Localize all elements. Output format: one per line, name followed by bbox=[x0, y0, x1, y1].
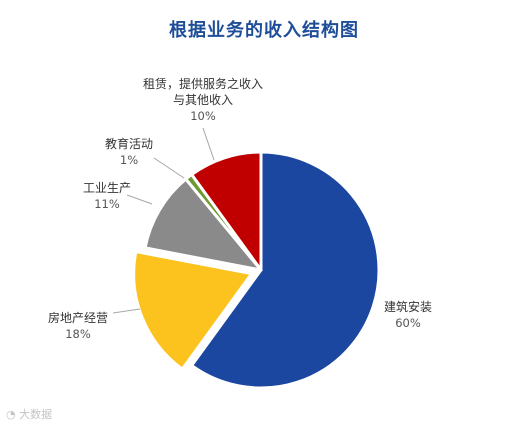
slice-percent-4: 10% bbox=[190, 109, 216, 123]
slice-label-2: 工业生产 bbox=[83, 181, 131, 195]
slice-label-0: 建筑安装 bbox=[384, 299, 432, 314]
slice-label-3: 教育活动 bbox=[105, 136, 153, 151]
slice-percent-2: 11% bbox=[94, 197, 120, 211]
slice-label-1: 房地产经营 bbox=[48, 310, 108, 325]
leader-line-2 bbox=[127, 195, 152, 204]
watermark-text: 大数据 bbox=[19, 408, 52, 421]
slice-label-4-line-1: 与其他收入 bbox=[173, 93, 233, 107]
slice-percent-3: 1% bbox=[120, 153, 138, 167]
slice-percent-0: 60% bbox=[395, 316, 421, 330]
leader-line-1 bbox=[113, 309, 140, 313]
slice-label-4-line-0: 租赁，提供服务之收入 bbox=[143, 76, 263, 91]
slice-percent-1: 18% bbox=[65, 327, 91, 341]
leader-line-4 bbox=[203, 128, 214, 160]
leader-line-3 bbox=[154, 158, 184, 178]
logo-icon: ◔ bbox=[6, 408, 16, 421]
watermark: ◔ 大数据 bbox=[6, 406, 52, 422]
